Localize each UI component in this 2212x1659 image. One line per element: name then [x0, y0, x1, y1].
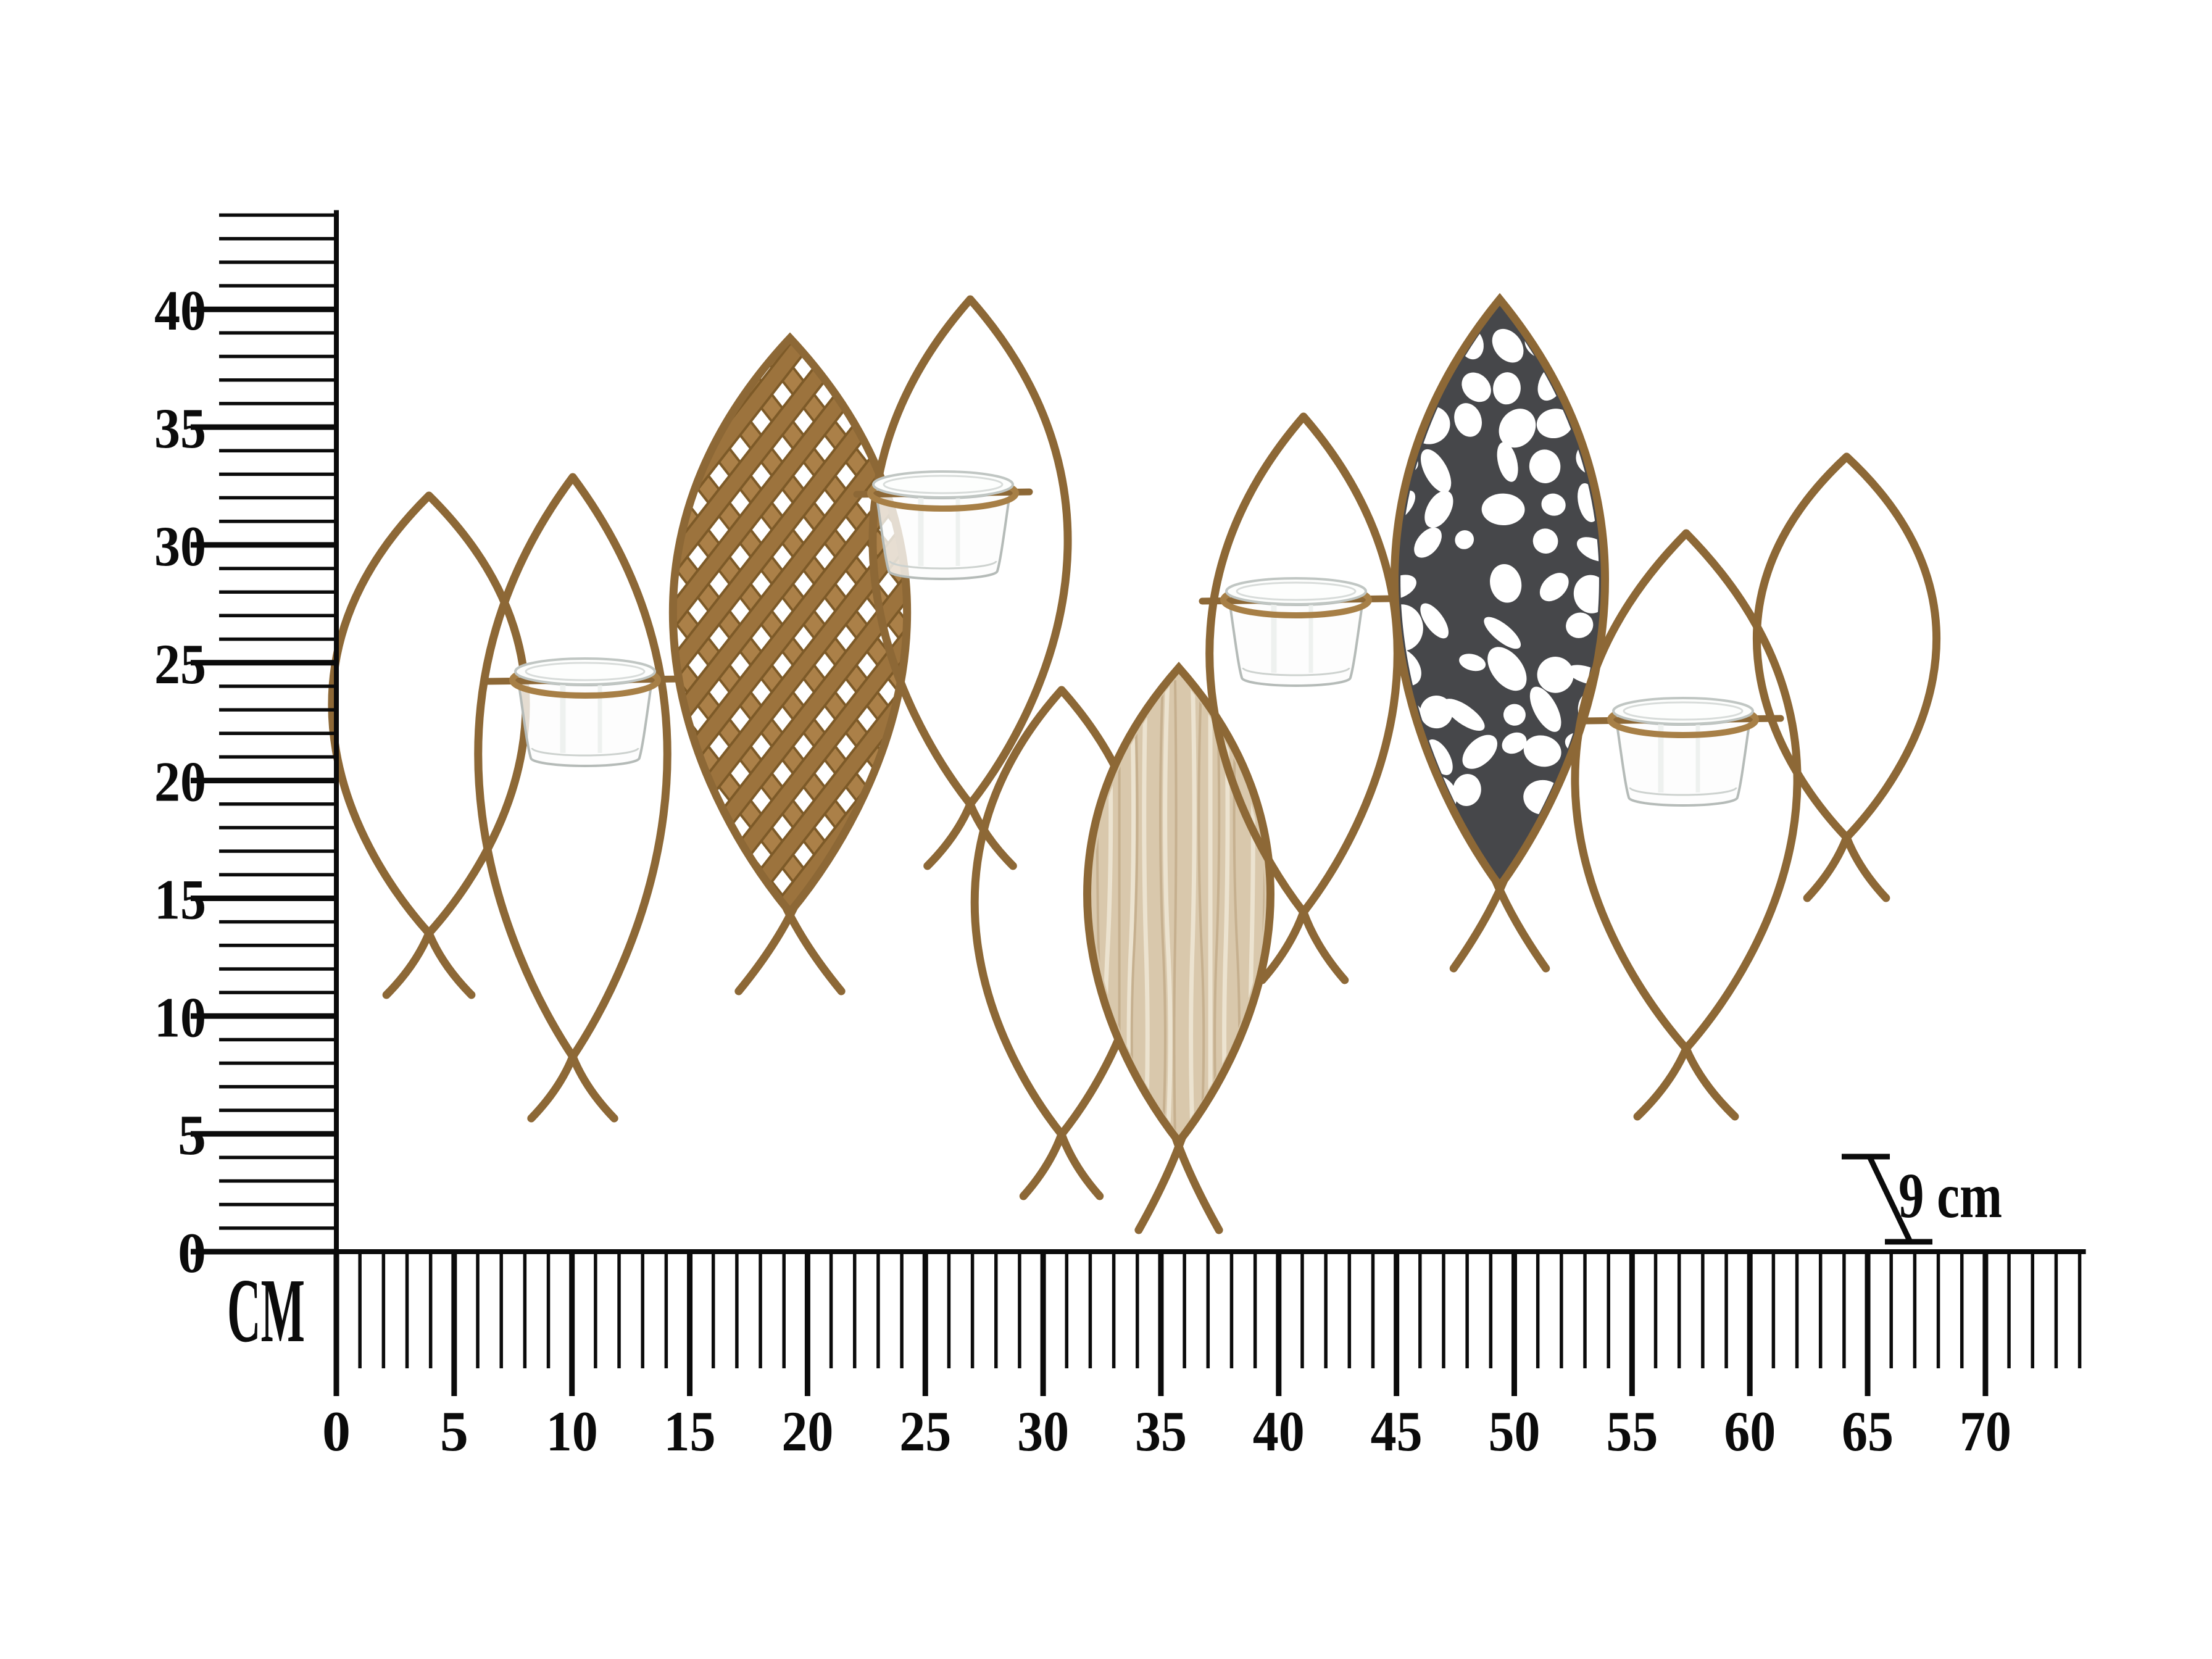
fish-outline-wire	[1205, 412, 1402, 984]
fish-9-outline	[1571, 529, 1802, 1121]
v-ruler-label-40: 40	[154, 279, 206, 342]
fish-1-outline	[328, 491, 530, 999]
fish-3-lattice	[668, 332, 912, 996]
v-ruler-label-35: 35	[154, 397, 206, 460]
h-ruler-label-5: 5	[440, 1400, 468, 1463]
h-ruler-label-25: 25	[899, 1400, 951, 1463]
lattice-weave-b	[673, 338, 907, 912]
fish-outline-wire	[474, 473, 672, 1123]
v-ruler-label-10: 10	[154, 986, 206, 1049]
v-ruler-label-0: 0	[178, 1221, 206, 1284]
fish-6-wood	[1083, 662, 1274, 1234]
glass-rim-inner	[883, 475, 1004, 494]
h-ruler-label-10: 10	[546, 1400, 598, 1463]
horizontal-ruler: 0 5 10 15 20 25 30 35 40 45 50 55 60 65 70	[322, 1249, 2086, 1463]
wood-panel	[1087, 668, 1271, 1142]
h-ruler-label-60: 60	[1724, 1400, 1776, 1463]
h-ruler-label-20: 20	[781, 1400, 833, 1463]
h-ruler-label-40: 40	[1253, 1400, 1305, 1463]
h-ruler-label-30: 30	[1017, 1400, 1069, 1463]
glass-bottom-line	[1242, 667, 1350, 676]
h-ruler-label-45: 45	[1371, 1400, 1423, 1463]
fish-rim-wire	[1391, 293, 1609, 894]
vertical-ruler: 0 5 10 15 20 25 30 35 40 CM	[154, 210, 339, 1396]
v-ruler-label-30: 30	[154, 515, 206, 578]
h-ruler-label-0: 0	[322, 1400, 351, 1463]
h-ruler-label-65: 65	[1842, 1400, 1894, 1463]
h-ruler-label-50: 50	[1489, 1400, 1540, 1463]
fish-7-perforated	[1391, 293, 1609, 973]
h-ruler-label-55: 55	[1606, 1400, 1658, 1463]
fish-wall-decor	[328, 293, 1941, 1234]
depth-label: 9 cm	[1898, 1160, 2002, 1231]
v-ruler-label-20: 20	[154, 750, 206, 813]
h-ruler-label-35: 35	[1135, 1400, 1187, 1463]
glass-rim-inner	[525, 662, 646, 681]
h-ruler-label-70: 70	[1960, 1400, 2011, 1463]
h-ruler-label-15: 15	[664, 1400, 716, 1463]
fish-2-outline	[474, 473, 688, 1123]
fish-outline-wire	[328, 491, 530, 999]
depth-annotation: 9 cm	[1842, 1154, 2002, 1245]
votive-cup	[853, 470, 1033, 580]
glass-rim-inner	[1623, 701, 1744, 721]
unit-label: CM	[227, 1260, 305, 1362]
votive-cup	[1582, 697, 1784, 807]
v-ruler-label-15: 15	[154, 868, 206, 931]
fish-outline-wire	[1571, 529, 1802, 1121]
depth-thickness-icon	[1842, 1154, 1932, 1245]
glass-bottom-line	[531, 747, 639, 757]
votive-cup	[483, 657, 688, 767]
fish-8-outline	[1199, 412, 1402, 984]
v-ruler-label-25: 25	[154, 633, 206, 696]
fish-outline-wire	[1752, 452, 1941, 902]
fish-10-outline	[1752, 452, 1941, 902]
glass-bottom-line	[889, 560, 997, 570]
votive-cup	[1199, 577, 1394, 687]
glass-rim-inner	[1236, 581, 1357, 601]
v-ruler-label-5: 5	[178, 1104, 206, 1166]
glass-bottom-line	[1629, 787, 1737, 796]
